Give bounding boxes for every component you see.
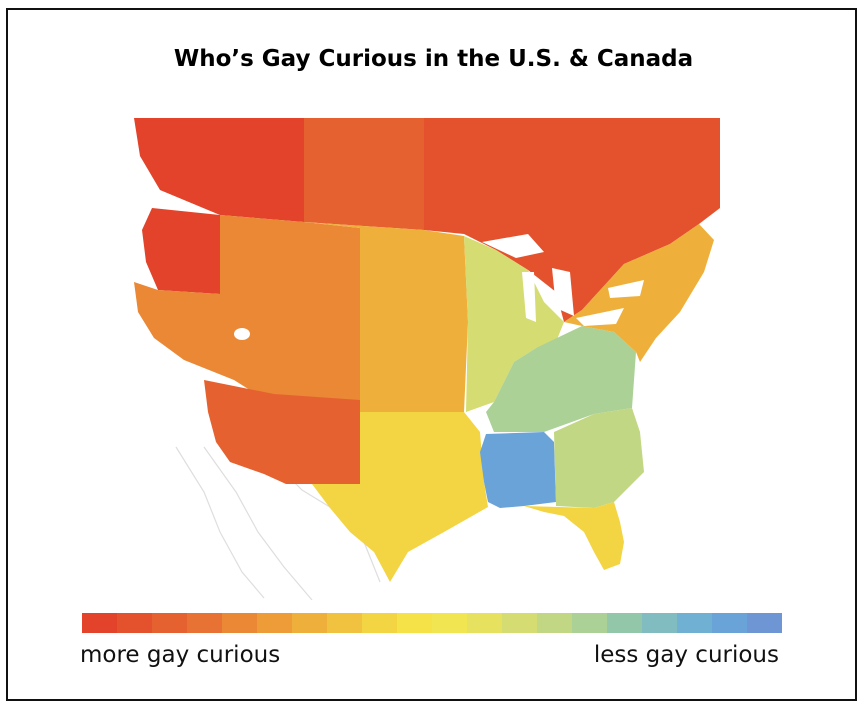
region-great-plains bbox=[304, 222, 468, 412]
legend-swatch bbox=[747, 613, 782, 633]
map-title: Who’s Gay Curious in the U.S. & Canada bbox=[173, 46, 694, 72]
region-canada-west bbox=[134, 118, 304, 222]
legend-swatch bbox=[467, 613, 502, 633]
figure-frame: Who’s Gay Curious in the U.S. & Canada m… bbox=[6, 8, 857, 701]
legend-swatch bbox=[117, 613, 152, 633]
legend-swatch bbox=[257, 613, 292, 633]
legend-swatch bbox=[677, 613, 712, 633]
region-canada-prairies bbox=[304, 118, 424, 230]
legend-swatch bbox=[607, 613, 642, 633]
legend-more-label: more gay curious bbox=[80, 642, 281, 668]
region-midwest bbox=[464, 236, 564, 412]
choropleth-map bbox=[134, 118, 720, 600]
region-ohio-valley bbox=[486, 326, 636, 432]
legend-swatch bbox=[187, 613, 222, 633]
legend-swatch bbox=[152, 613, 187, 633]
legend-swatch bbox=[537, 613, 572, 633]
region-canada-east bbox=[424, 118, 720, 322]
legend-swatch bbox=[397, 613, 432, 633]
legend-swatch bbox=[572, 613, 607, 633]
region-southeast bbox=[554, 408, 644, 508]
legend-swatch bbox=[642, 613, 677, 633]
great-salt-lake bbox=[234, 328, 250, 340]
legend-swatch bbox=[292, 613, 327, 633]
legend-swatch bbox=[327, 613, 362, 633]
color-scale-bar bbox=[82, 613, 782, 633]
legend-swatch bbox=[362, 613, 397, 633]
region-southwest bbox=[204, 380, 360, 484]
region-pacific-northwest bbox=[142, 208, 220, 294]
region-texas bbox=[312, 412, 488, 582]
legend-swatch bbox=[432, 613, 467, 633]
legend-less-label: less gay curious bbox=[593, 642, 779, 668]
great-lakes bbox=[482, 234, 644, 326]
region-mountain-west bbox=[134, 215, 360, 404]
legend-swatch bbox=[222, 613, 257, 633]
region-deep-south bbox=[480, 432, 556, 508]
legend-swatch bbox=[82, 613, 117, 633]
region-florida bbox=[524, 502, 624, 570]
legend-swatch bbox=[502, 613, 537, 633]
legend-swatch bbox=[712, 613, 747, 633]
